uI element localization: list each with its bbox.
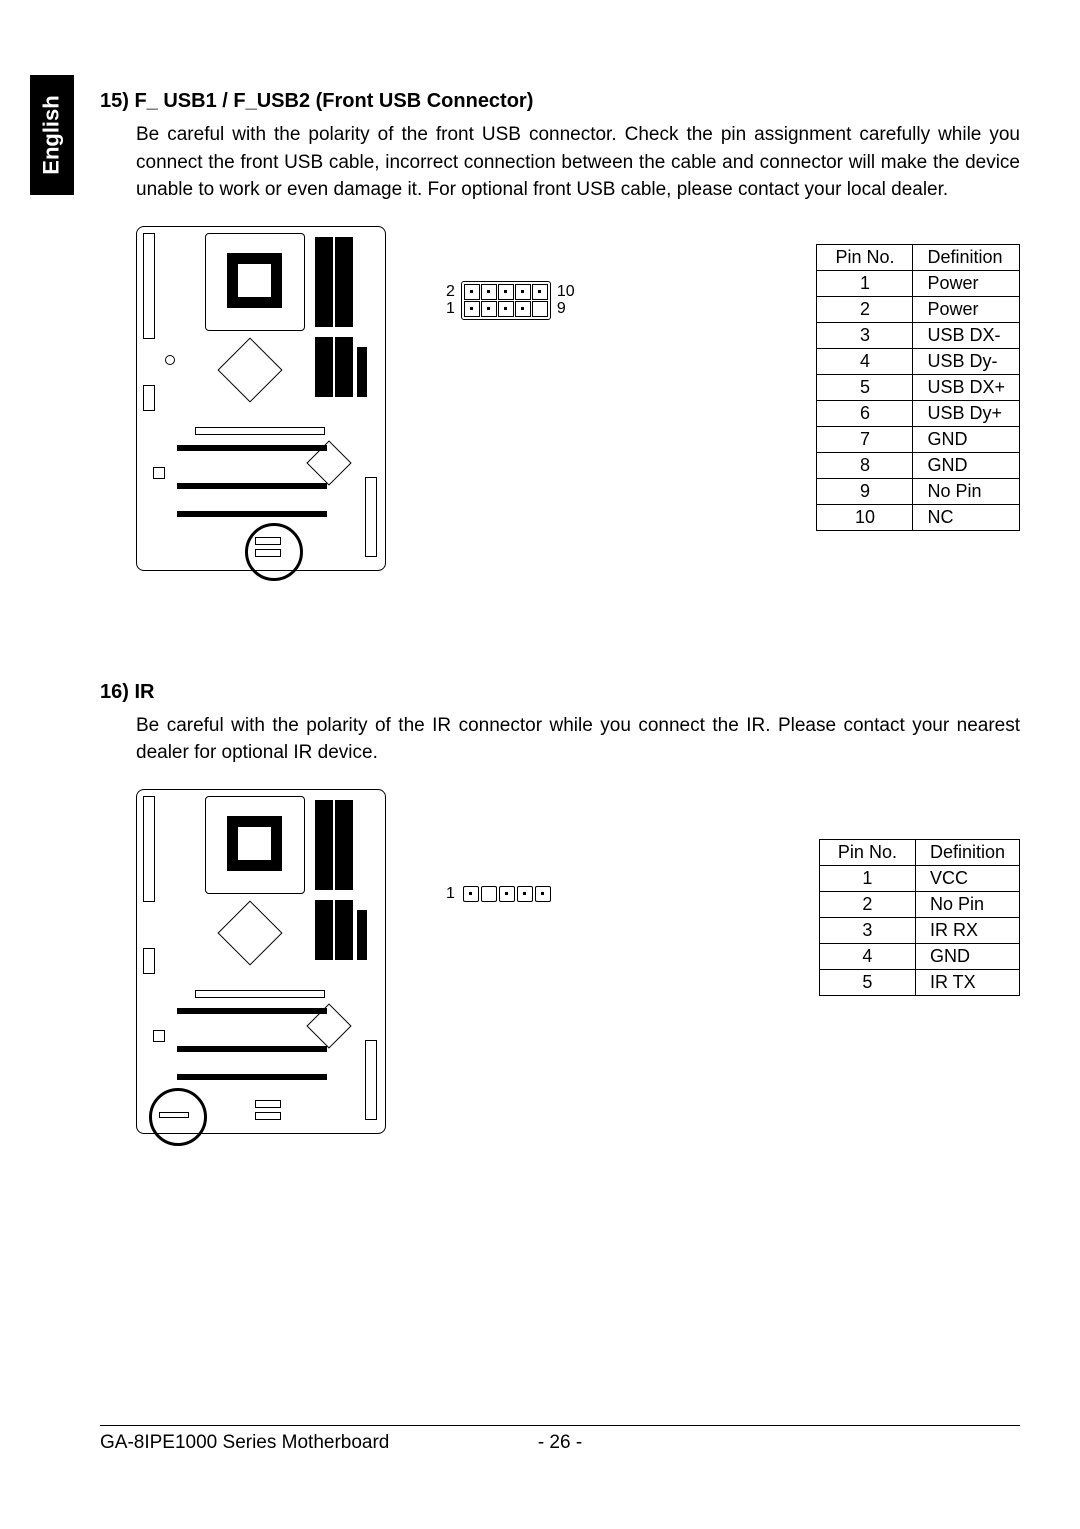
table-cell: 3	[819, 917, 915, 943]
table-cell: IR RX	[915, 917, 1019, 943]
table-row: 6USB Dy+	[817, 400, 1020, 426]
col-definition: Definition	[915, 839, 1019, 865]
pin-label-10: 10	[557, 283, 575, 300]
table-row: 4USB Dy-	[817, 348, 1020, 374]
table-row: 9No Pin	[817, 478, 1020, 504]
pin-label-1: 1	[446, 885, 455, 903]
table-row: 3IR RX	[819, 917, 1019, 943]
footer-title: GA-8IPE1000 Series Motherboard	[100, 1432, 389, 1454]
table-cell: GND	[915, 943, 1019, 969]
section-15-title: 15) F_ USB1 / F_USB2 (Front USB Connecto…	[100, 90, 1020, 113]
pin-labels-right: 10 9	[557, 283, 575, 317]
table-row: 10NC	[817, 504, 1020, 530]
page-footer: GA-8IPE1000 Series Motherboard - 26 -	[100, 1425, 1020, 1454]
table-cell: GND	[913, 452, 1020, 478]
table-cell: VCC	[915, 865, 1019, 891]
table-cell: 2	[817, 296, 913, 322]
page-content: 15) F_ USB1 / F_USB2 (Front USB Connecto…	[100, 90, 1020, 1134]
table-cell: 9	[817, 478, 913, 504]
table-row: 1VCC	[819, 865, 1019, 891]
table-cell: Power	[913, 296, 1020, 322]
table-cell: IR TX	[915, 969, 1019, 995]
table-cell: 10	[817, 504, 913, 530]
table-cell: 2	[819, 891, 915, 917]
section-15: 15) F_ USB1 / F_USB2 (Front USB Connecto…	[100, 90, 1020, 571]
section-16-title: 16) IR	[100, 681, 1020, 704]
table-cell: 1	[819, 865, 915, 891]
pin-header-diagram-10: 2 1 10 9	[446, 281, 575, 320]
table-row: 5IR TX	[819, 969, 1019, 995]
table-cell: USB DX-	[913, 322, 1020, 348]
table-cell: No Pin	[913, 478, 1020, 504]
pin-table-16: Pin No. Definition 1VCC2No Pin3IR RX4GND…	[819, 839, 1020, 996]
table-row: 2No Pin	[819, 891, 1019, 917]
table-cell: 1	[817, 270, 913, 296]
table-cell: USB Dy+	[913, 400, 1020, 426]
footer-page-number: - 26 -	[538, 1432, 582, 1454]
language-tab: English	[30, 75, 74, 195]
table-cell: 4	[819, 943, 915, 969]
table-cell: 5	[819, 969, 915, 995]
table-cell: No Pin	[915, 891, 1019, 917]
table-row: 3USB DX-	[817, 322, 1020, 348]
table-cell: 7	[817, 426, 913, 452]
table-cell: USB Dy-	[913, 348, 1020, 374]
table-cell: GND	[913, 426, 1020, 452]
pin-label-2: 2	[446, 283, 455, 300]
pin-header-diagram-5: 1	[446, 884, 553, 904]
pin-label-1: 1	[446, 300, 455, 317]
table-cell: 3	[817, 322, 913, 348]
section-16-row: 1 Pin No. Definition 1VCC2No Pin3	[136, 789, 1020, 1134]
table-cell: NC	[913, 504, 1020, 530]
table-row: 8GND	[817, 452, 1020, 478]
table-cell: 6	[817, 400, 913, 426]
table-row: 7GND	[817, 426, 1020, 452]
table-cell: 4	[817, 348, 913, 374]
col-definition: Definition	[913, 244, 1020, 270]
section-16-body: Be careful with the polarity of the IR c…	[136, 712, 1020, 767]
table-row: 4GND	[819, 943, 1019, 969]
table-cell: Power	[913, 270, 1020, 296]
col-pinno: Pin No.	[817, 244, 913, 270]
pin-labels-left: 2 1	[446, 283, 455, 317]
motherboard-diagram-15	[136, 226, 386, 571]
pin-row	[461, 884, 553, 904]
col-pinno: Pin No.	[819, 839, 915, 865]
table-cell: USB DX+	[913, 374, 1020, 400]
pin-grid	[461, 281, 551, 320]
table-cell: 5	[817, 374, 913, 400]
table-row: 1Power	[817, 270, 1020, 296]
table-row: 5USB DX+	[817, 374, 1020, 400]
section-16: 16) IR Be careful with the polarity of t…	[100, 681, 1020, 1134]
pin-label-9: 9	[557, 300, 575, 317]
section-15-body: Be careful with the polarity of the fron…	[136, 121, 1020, 204]
table-row: 2Power	[817, 296, 1020, 322]
language-tab-label: English	[39, 95, 65, 174]
section-15-row: 2 1 10 9	[136, 226, 1020, 571]
pin-table-15: Pin No. Definition 1Power2Power3USB DX-4…	[816, 244, 1020, 531]
motherboard-diagram-16	[136, 789, 386, 1134]
table-cell: 8	[817, 452, 913, 478]
